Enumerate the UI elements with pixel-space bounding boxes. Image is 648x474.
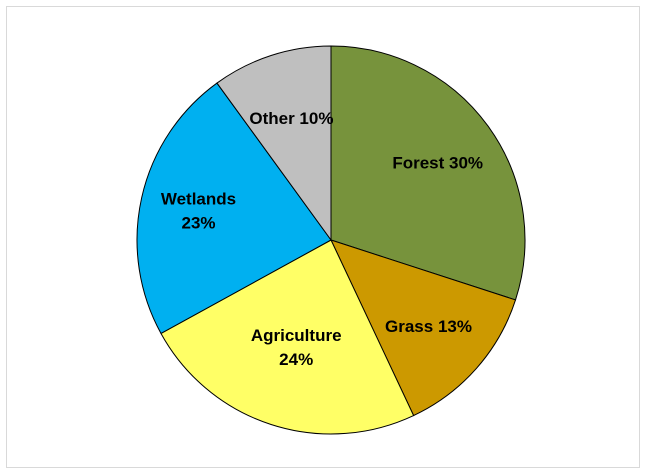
slice-label-forest: Forest 30% <box>392 154 483 173</box>
pie-slices <box>136 45 526 435</box>
pie-slice-other <box>216 45 332 242</box>
slice-label-grass: Grass 13% <box>385 317 472 336</box>
slice-label-wetlands: Wetlands 23% <box>161 189 236 232</box>
pie-labels: Forest 30% Grass 13% Agriculture 24% Wetland… <box>161 109 483 369</box>
slice-label-other: Other 10% <box>249 109 333 128</box>
pie-slice-wetlands <box>136 82 332 335</box>
pie-slice-agriculture <box>160 239 415 435</box>
slice-label-agriculture: Agriculture 24% <box>251 326 342 369</box>
pie-slice-forest <box>330 45 526 301</box>
pie-slice-grass <box>330 239 517 417</box>
